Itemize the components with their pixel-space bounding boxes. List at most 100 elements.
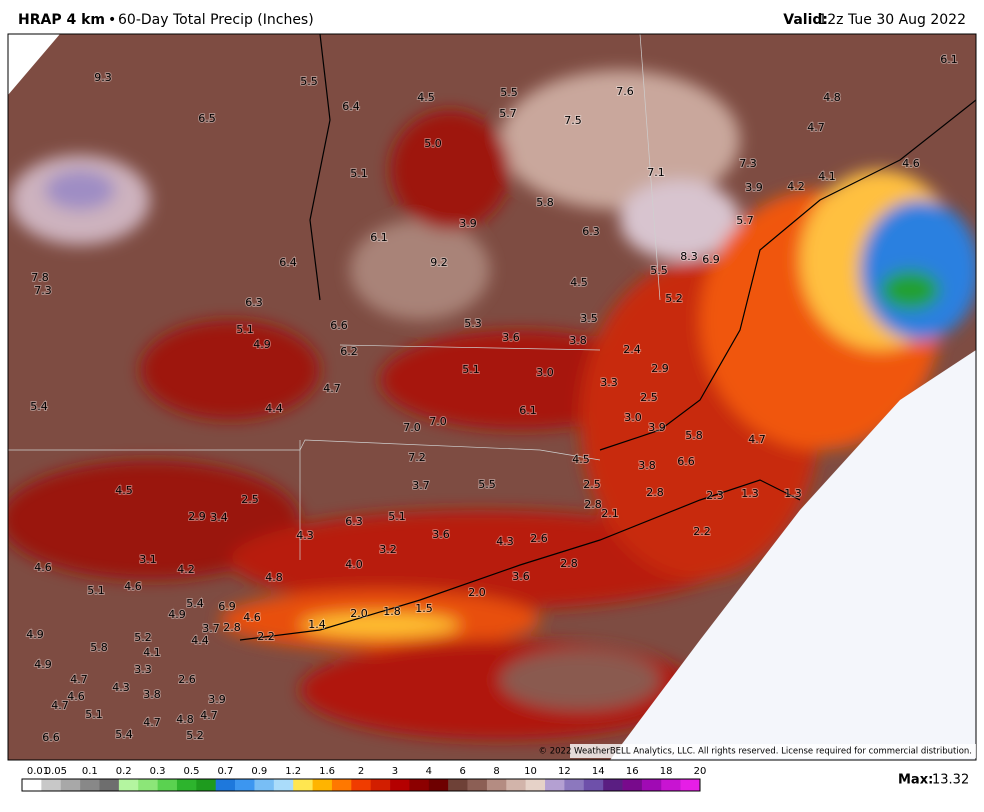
precip-label: 4.1 (818, 170, 836, 183)
no-data (8, 34, 330, 95)
precip-label: 6.1 (940, 53, 958, 66)
precip-label: 6.3 (245, 296, 263, 309)
max-value: 13.32 (932, 773, 969, 788)
precip-label: 4.0 (345, 558, 363, 571)
precip-label: 4.6 (124, 580, 142, 593)
colorbar-tick-label: 12 (558, 766, 571, 777)
colorbar-tick-label: 4 (426, 766, 432, 777)
colorbar-swatch (370, 779, 391, 791)
map: © 2022 WeatherBELL Analytics, LLC. All r… (7, 33, 977, 761)
precip-label: 2.5 (241, 493, 259, 506)
precip-label: 2.0 (350, 607, 368, 620)
precip-label: 3.4 (210, 511, 228, 524)
precip-label: 4.3 (296, 529, 314, 542)
precip-label: 2.3 (706, 489, 724, 502)
precip-label: 2.5 (640, 391, 658, 404)
colorbar-swatch (467, 779, 488, 791)
colorbar-tick-label: 0.7 (217, 766, 233, 777)
precip-label: 4.5 (570, 276, 588, 289)
precip-label: 5.2 (665, 292, 683, 305)
precip-label: 4.9 (253, 338, 271, 351)
precip-label: 5.8 (536, 196, 554, 209)
precip-label: 6.1 (370, 231, 388, 244)
precip-label: 3.6 (432, 528, 450, 541)
precip-label: 3.2 (379, 543, 397, 556)
precip-label: 2.9 (651, 362, 669, 375)
precip-label: 4.8 (823, 91, 841, 104)
precip-label: 5.1 (87, 584, 105, 597)
precip-label: 5.4 (186, 597, 204, 610)
precip-label: 3.0 (624, 411, 642, 424)
colorbar-tick-label: 6 (460, 766, 466, 777)
precip-label: 2.4 (623, 343, 641, 356)
precip-label: 3.6 (512, 570, 530, 583)
precip-label: 4.4 (265, 402, 283, 415)
precip-label: 5.5 (300, 75, 318, 88)
precip-label: 8.3 (680, 250, 698, 263)
precip-label: 6.6 (42, 731, 60, 744)
precip-label: 5.8 (685, 429, 703, 442)
colorbar-swatch (118, 779, 139, 791)
colorbar-swatch (293, 779, 313, 791)
precip-label: 4.6 (243, 611, 261, 624)
precip-label: 3.9 (648, 421, 666, 434)
precip-label: 6.4 (279, 256, 297, 269)
precip-label: 1.4 (308, 618, 326, 631)
precip-label: 7.0 (429, 415, 447, 428)
precip-label: 4.7 (143, 716, 161, 729)
precip-label: 7.5 (564, 114, 582, 127)
valid-time: 12z Tue 30 Aug 2022 (818, 12, 966, 28)
product: 60-Day Total Precip (Inches) (118, 12, 314, 28)
copyright: © 2022 WeatherBELL Analytics, LLC. All r… (539, 747, 972, 757)
precip-label: 4.7 (51, 699, 69, 712)
precip-label: 5.2 (186, 729, 204, 742)
precip-label: 7.0 (403, 421, 421, 434)
precip-label: 9.3 (94, 71, 112, 84)
colorbar-tick-label: 3 (392, 766, 398, 777)
precip-label: 4.5 (115, 484, 133, 497)
precip-label: 2.8 (223, 621, 241, 634)
precip-label: 2.9 (188, 510, 206, 523)
colorbar-tick-label: 0.1 (82, 766, 98, 777)
precip-label: 5.8 (90, 641, 108, 654)
precip-label: 3.9 (459, 217, 477, 230)
precip-label: 7.8 (31, 271, 49, 284)
precip-label: 2.5 (583, 478, 601, 491)
colorbar-tick-label: 10 (524, 766, 537, 777)
precip-label: 3.3 (134, 663, 152, 676)
colorbar-swatch (583, 779, 604, 791)
colorbar-swatch (312, 779, 333, 791)
precip-field (8, 70, 976, 740)
colorbar-swatch (157, 779, 178, 791)
precip-label: 3.1 (139, 553, 157, 566)
colorbar-swatch (176, 779, 197, 791)
precip-label: 3.3 (600, 376, 618, 389)
precip-label: 3.8 (638, 459, 656, 472)
colorbar-swatch (622, 779, 643, 791)
precip-label: 4.9 (168, 608, 186, 621)
colorbar-swatch (41, 779, 62, 791)
precip-label: 5.7 (499, 107, 517, 120)
precip-label: 4.4 (191, 634, 209, 647)
colorbar-swatch (486, 779, 507, 791)
colorbar-tick-label: 0.9 (251, 766, 267, 777)
colorbar-swatch (273, 779, 294, 791)
colorbar-swatch (215, 779, 236, 791)
precip-label: 5.4 (115, 728, 133, 741)
colorbar-swatch (680, 779, 701, 791)
colorbar-swatch (60, 779, 81, 791)
colorbar-tick-label: 0.01 (27, 766, 49, 777)
precip-label: 5.1 (236, 323, 254, 336)
colorbar-swatch (564, 779, 585, 791)
precip-label: 6.4 (342, 100, 360, 113)
precip-label: 6.5 (198, 112, 216, 125)
precip-label: 4.6 (34, 561, 52, 574)
precip-label: 4.2 (177, 563, 195, 576)
precip-label: 5.1 (350, 167, 368, 180)
precip-label: 6.3 (582, 225, 600, 238)
precip-label: 4.2 (787, 180, 805, 193)
precip-label: 1.5 (415, 602, 433, 615)
map-frame (7, 33, 977, 761)
precip-label: 2.6 (530, 532, 548, 545)
precip-label: 4.3 (112, 681, 130, 694)
